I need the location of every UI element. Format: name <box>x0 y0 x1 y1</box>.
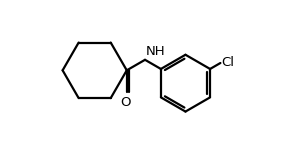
Text: Cl: Cl <box>221 56 234 69</box>
Text: O: O <box>121 96 131 109</box>
Text: NH: NH <box>146 45 166 58</box>
